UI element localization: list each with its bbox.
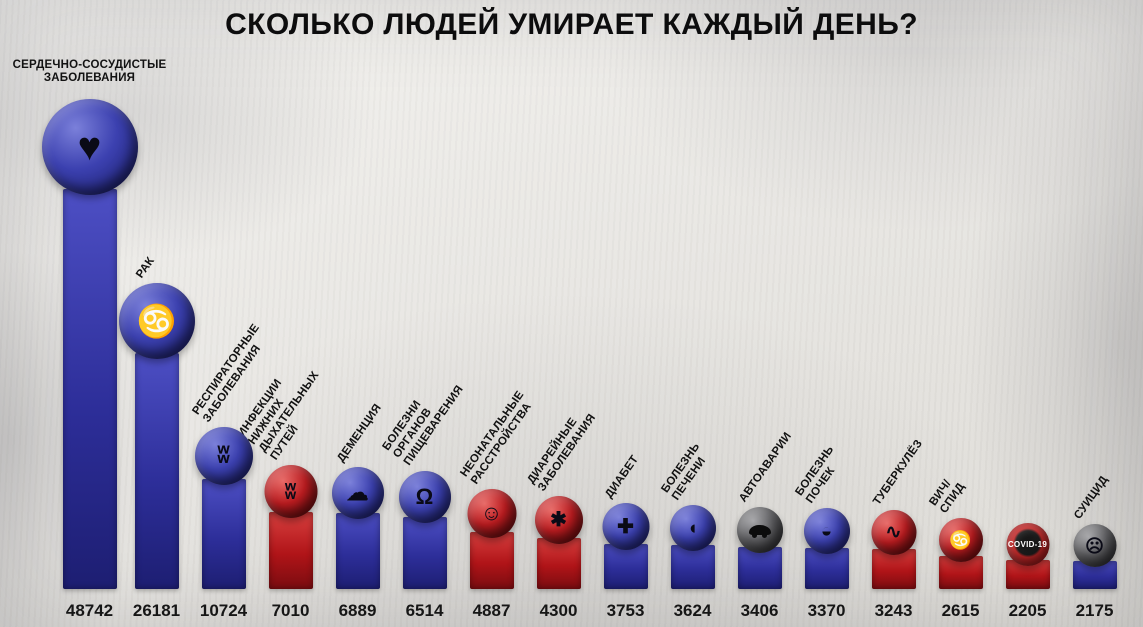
heart-icon: ♥	[77, 125, 102, 169]
category-label: БОЛЕЗНИ ОРГАНОВ ПИЩЕВАРЕНИЯ	[380, 384, 467, 469]
value-label: 26181	[132, 601, 181, 620]
stomach-icon: Ω	[415, 484, 434, 509]
value-label: 48742	[65, 601, 114, 620]
bar	[536, 538, 581, 589]
icon-circle: ✚	[602, 503, 649, 550]
bar	[737, 547, 782, 589]
bar	[469, 532, 514, 589]
chart-column: COVID-19 2205	[994, 0, 1061, 627]
value-label: 6889	[338, 601, 377, 620]
bar	[603, 544, 648, 589]
icon-circle: ☹	[1073, 524, 1116, 567]
icon-circle: ♥	[41, 99, 138, 195]
covid-19-label: COVID-19	[1007, 540, 1048, 549]
bar	[201, 479, 246, 589]
category-label: ДИАРЕЙНЫЕ ЗАБОЛЕВАНИЯ	[525, 411, 599, 494]
bar	[804, 548, 849, 589]
value-label: 7010	[271, 601, 310, 620]
icon-circle: ♋	[938, 518, 983, 562]
brain-icon: ☁	[346, 480, 369, 505]
chart-column: ✱ ДИАРЕЙНЫЕ ЗАБОЛЕВАНИЯ 4300	[525, 0, 598, 627]
chart-column: ◒ БОЛЕЗНЬ ПОЧЕК 3370	[793, 0, 860, 627]
category-label: БОЛЕЗНЬ ПОЧЕК	[793, 443, 838, 506]
category-label: ВИЧ/СПИД	[927, 477, 968, 516]
value-label: 3624	[673, 601, 712, 620]
lungs-icon: ʬ	[217, 442, 230, 469]
value-label: 4887	[472, 601, 511, 620]
icon-circle: ☁	[331, 467, 384, 519]
chart-column: ◖ БОЛЕЗНЬ ПЕЧЕНИ 3624	[659, 0, 726, 627]
chart-column: ʬ РЕСПИРАТОРНЫЕ ЗАБОЛЕВАНИЯ 10724	[190, 0, 263, 627]
chart-column: ☺ НЕОНАТАЛЬНЫЕ РАССТРОЙСТВА 4887	[458, 0, 534, 627]
page-title: СКОЛЬКО ЛЮДЕЙ УМИРАЕТ КАЖДЫЙ ДЕНЬ?	[225, 8, 918, 41]
category-label: СЕРДЕЧНО-СОСУДИСТЫЕ ЗАБОЛЕВАНИЯ	[12, 58, 167, 84]
bar	[134, 353, 179, 589]
category-label: АВТОАВАРИИ	[737, 430, 795, 505]
icon-circle: ʬ	[194, 427, 253, 485]
value-label: 3406	[740, 601, 779, 620]
icon-circle: Ω	[398, 471, 451, 523]
chart-column: ♋ РАК 26181	[118, 0, 195, 627]
bar	[62, 189, 117, 589]
icon-circle: COVID-19	[1006, 523, 1049, 566]
bacteria-icon: ∿	[885, 522, 902, 543]
bar	[670, 545, 715, 589]
chart-column: ☹ СУИЦИД 2175	[1061, 0, 1128, 627]
category-label: ДЕМЕНЦИЯ	[335, 401, 384, 465]
bar	[402, 517, 447, 589]
value-label: 2175	[1075, 601, 1114, 620]
category-label: СУИЦИД	[1072, 473, 1111, 522]
category-label: ТУБЕРКУЛЁЗ	[871, 437, 926, 508]
category-label: БОЛЕЗНЬ ПЕЧЕНИ	[659, 440, 709, 503]
value-label: 10724	[199, 601, 248, 620]
person-icon: ☹	[1085, 535, 1104, 556]
value-label: 2205	[1008, 601, 1047, 620]
icon-circle	[736, 507, 783, 553]
value-label: 3370	[807, 601, 846, 620]
chart-column: ♋ ВИЧ/СПИД 2615	[927, 0, 994, 627]
icon-circle: ∿	[871, 510, 916, 555]
diabetes-icon: ✚	[617, 515, 634, 538]
chart-column: ✚ ДИАБЕТ 3753	[592, 0, 659, 627]
car-icon	[748, 525, 771, 538]
awareness-ribbon-icon: ♋	[949, 530, 972, 550]
value-label: 6514	[405, 601, 444, 620]
chart-column: ʬ ИНФЕКЦИИ НИЖНИХ ДЫХАТЕЛЬНЫХ ПУТЕЙ 7010	[236, 0, 324, 627]
value-label: 3753	[606, 601, 645, 620]
icon-circle: ☺	[467, 489, 516, 538]
icon-circle: ♋	[118, 283, 195, 359]
chart-column: Ω БОЛЕЗНИ ОРГАНОВ ПИЩЕВАРЕНИЯ 6514	[381, 0, 467, 627]
liver-icon: ◖	[686, 517, 699, 539]
value-label: 3243	[874, 601, 913, 620]
chart-column: ♥ СЕРДЕЧНО-СОСУДИСТЫЕ ЗАБОЛЕВАНИЯ 48742	[13, 0, 167, 627]
value-label: 4300	[539, 601, 578, 620]
awareness-ribbon-icon: ♋	[136, 303, 177, 339]
icon-circle: ◒	[803, 508, 850, 554]
category-label: РАК	[134, 254, 157, 281]
icon-circle: ✱	[534, 496, 583, 544]
bar	[268, 512, 313, 589]
bar	[335, 513, 380, 589]
icon-circle: ʬ	[264, 465, 317, 518]
baby-icon: ☺	[480, 502, 503, 525]
icon-circle: ◖	[669, 505, 716, 551]
bar	[871, 549, 916, 589]
chart-column: АВТОАВАРИИ 3406	[726, 0, 795, 627]
value-label: 2615	[941, 601, 980, 620]
lungs-icon: ʬ	[284, 478, 297, 504]
category-label: ДИАБЕТ	[603, 453, 642, 501]
chart-column: ∿ ТУБЕРКУЛЁЗ 3243	[860, 0, 927, 627]
kidney-icon: ◒	[820, 520, 833, 542]
chart-column: ☁ ДЕМЕНЦИЯ 6889	[324, 0, 391, 627]
germ-icon: ✱	[550, 509, 567, 531]
